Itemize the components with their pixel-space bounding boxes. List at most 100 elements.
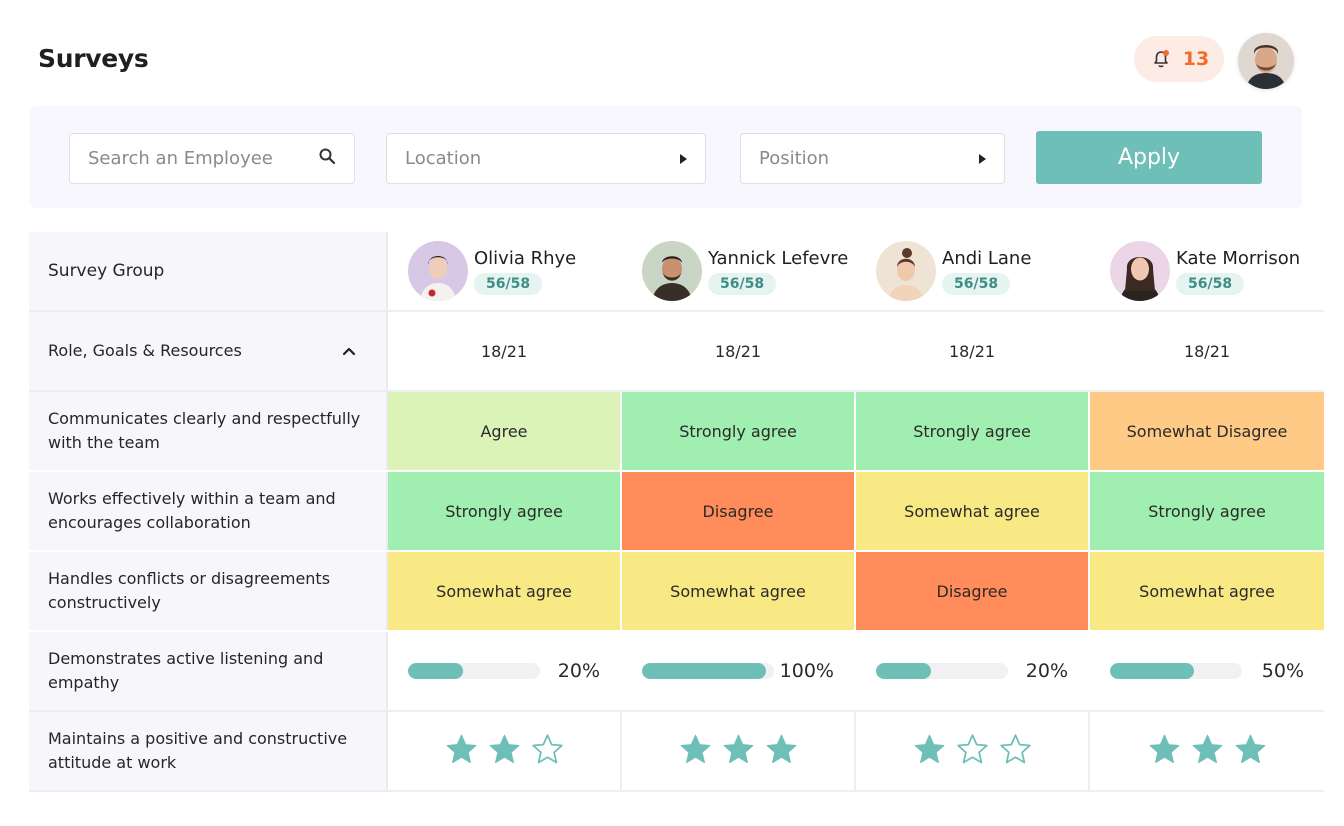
employee-column-header: Yannick Lefevre 56/58 bbox=[622, 232, 856, 310]
question-label: Works effectively within a team and enco… bbox=[29, 472, 388, 550]
progress-track bbox=[408, 663, 540, 679]
employee-score-badge: 56/58 bbox=[1176, 272, 1245, 295]
star-rating-cell bbox=[1090, 712, 1324, 790]
progress-track bbox=[642, 663, 774, 679]
table-row: Communicates clearly and respectfully wi… bbox=[29, 392, 1324, 472]
star-outline-icon bbox=[956, 733, 989, 770]
table-row: Demonstrates active listening and empath… bbox=[29, 632, 1324, 712]
star-filled-icon bbox=[913, 733, 946, 770]
employee-name: Kate Morrison bbox=[1176, 247, 1301, 269]
progress-cell: 20% bbox=[856, 632, 1090, 710]
progress-fill bbox=[408, 663, 464, 679]
star-rating-cell bbox=[856, 712, 1090, 790]
group-score-cell: 18/21 bbox=[856, 312, 1090, 390]
survey-table: Survey Group Olivia Rhye 56/58 Yannick L… bbox=[29, 232, 1324, 792]
star-filled-icon bbox=[488, 733, 521, 770]
progress-cell: 100% bbox=[622, 632, 856, 710]
progress-value: 100% bbox=[779, 660, 834, 682]
search-field[interactable] bbox=[69, 133, 355, 184]
star-filled-icon bbox=[1234, 733, 1267, 770]
position-select[interactable]: Position bbox=[740, 133, 1005, 184]
progress-cell: 20% bbox=[388, 632, 622, 710]
search-icon[interactable] bbox=[318, 147, 336, 170]
response-cell: Strongly agree bbox=[388, 472, 622, 550]
search-input[interactable] bbox=[88, 148, 288, 169]
table-row: Works effectively within a team and enco… bbox=[29, 472, 1324, 552]
star-outline-icon bbox=[999, 733, 1032, 770]
employee-name: Andi Lane bbox=[942, 247, 1032, 269]
employee-avatar bbox=[408, 241, 468, 301]
group-score-cell: 18/21 bbox=[622, 312, 856, 390]
star-rating bbox=[679, 733, 798, 770]
star-filled-icon bbox=[765, 733, 798, 770]
employee-avatar bbox=[642, 241, 702, 301]
star-filled-icon bbox=[1191, 733, 1224, 770]
star-rating bbox=[1148, 733, 1267, 770]
star-rating-cell bbox=[622, 712, 856, 790]
question-label: Communicates clearly and respectfully wi… bbox=[29, 392, 388, 470]
employee-name: Yannick Lefevre bbox=[708, 247, 849, 269]
employee-column-header: Andi Lane 56/58 bbox=[856, 232, 1090, 310]
star-filled-icon bbox=[445, 733, 478, 770]
response-cell: Strongly agree bbox=[856, 392, 1090, 470]
survey-group-row[interactable]: Role, Goals & Resources 18/21 18/21 18/2… bbox=[29, 312, 1324, 392]
caret-right-icon bbox=[680, 153, 687, 164]
employee-column-header: Olivia Rhye 56/58 bbox=[388, 232, 622, 310]
group-score-cell: 18/21 bbox=[388, 312, 622, 390]
progress-track bbox=[876, 663, 1008, 679]
response-cell: Strongly agree bbox=[1090, 472, 1324, 550]
star-filled-icon bbox=[722, 733, 755, 770]
survey-group-title: Role, Goals & Resources bbox=[48, 341, 242, 360]
table-header-row: Survey Group Olivia Rhye 56/58 Yannick L… bbox=[29, 232, 1324, 312]
employee-avatar bbox=[1110, 241, 1170, 301]
employee-avatar bbox=[876, 241, 936, 301]
progress-fill bbox=[1110, 663, 1195, 679]
position-select-label: Position bbox=[759, 148, 830, 169]
employee-score-badge: 56/58 bbox=[474, 272, 543, 295]
question-label: Handles conflicts or disagreements const… bbox=[29, 552, 388, 630]
employee-score-badge: 56/58 bbox=[942, 272, 1011, 295]
question-label: Maintains a positive and constructive at… bbox=[29, 712, 388, 790]
progress-value: 50% bbox=[1261, 660, 1304, 682]
star-filled-icon bbox=[1148, 733, 1181, 770]
group-score-cell: 18/21 bbox=[1183, 341, 1231, 361]
star-rating bbox=[913, 733, 1032, 770]
progress-track bbox=[1110, 663, 1242, 679]
response-cell: Somewhat agree bbox=[1090, 552, 1324, 630]
employee-name: Olivia Rhye bbox=[474, 247, 577, 269]
chevron-up-icon[interactable] bbox=[342, 339, 356, 363]
notification-count: 13 bbox=[1182, 48, 1210, 70]
survey-group-label[interactable]: Role, Goals & Resources bbox=[29, 312, 388, 390]
star-filled-icon bbox=[679, 733, 712, 770]
bell-icon bbox=[1149, 47, 1173, 71]
employee-column-header: Kate Morrison 56/58 bbox=[1090, 232, 1324, 310]
table-row: Handles conflicts or disagreements const… bbox=[29, 552, 1324, 632]
page-title: Surveys bbox=[38, 44, 149, 73]
response-cell: Disagree bbox=[622, 472, 856, 550]
response-cell: Agree bbox=[388, 392, 622, 470]
progress-fill bbox=[642, 663, 767, 679]
employee-score-badge: 56/58 bbox=[708, 272, 777, 295]
progress-value: 20% bbox=[557, 660, 600, 682]
response-cell: Strongly agree bbox=[622, 392, 856, 470]
response-cell: Disagree bbox=[856, 552, 1090, 630]
question-label: Demonstrates active listening and empath… bbox=[29, 632, 388, 710]
star-outline-icon bbox=[531, 733, 564, 770]
response-cell: Somewhat agree bbox=[622, 552, 856, 630]
location-select[interactable]: Location bbox=[386, 133, 706, 184]
response-cell: Somewhat Disagree bbox=[1090, 392, 1324, 470]
response-cell: Somewhat agree bbox=[856, 472, 1090, 550]
progress-cell: 50% bbox=[1090, 632, 1324, 710]
apply-button[interactable]: Apply bbox=[1036, 131, 1262, 184]
notifications-button[interactable]: 13 bbox=[1134, 36, 1224, 82]
star-rating-cell bbox=[388, 712, 622, 790]
user-avatar[interactable] bbox=[1238, 33, 1294, 89]
filter-bar: Location Position Apply bbox=[30, 106, 1302, 208]
table-row: Maintains a positive and constructive at… bbox=[29, 712, 1324, 792]
survey-group-header: Survey Group bbox=[29, 232, 388, 310]
progress-fill bbox=[876, 663, 932, 679]
star-rating bbox=[445, 733, 564, 770]
location-select-label: Location bbox=[405, 148, 482, 169]
caret-right-icon bbox=[979, 153, 986, 164]
progress-value: 20% bbox=[1025, 660, 1068, 682]
